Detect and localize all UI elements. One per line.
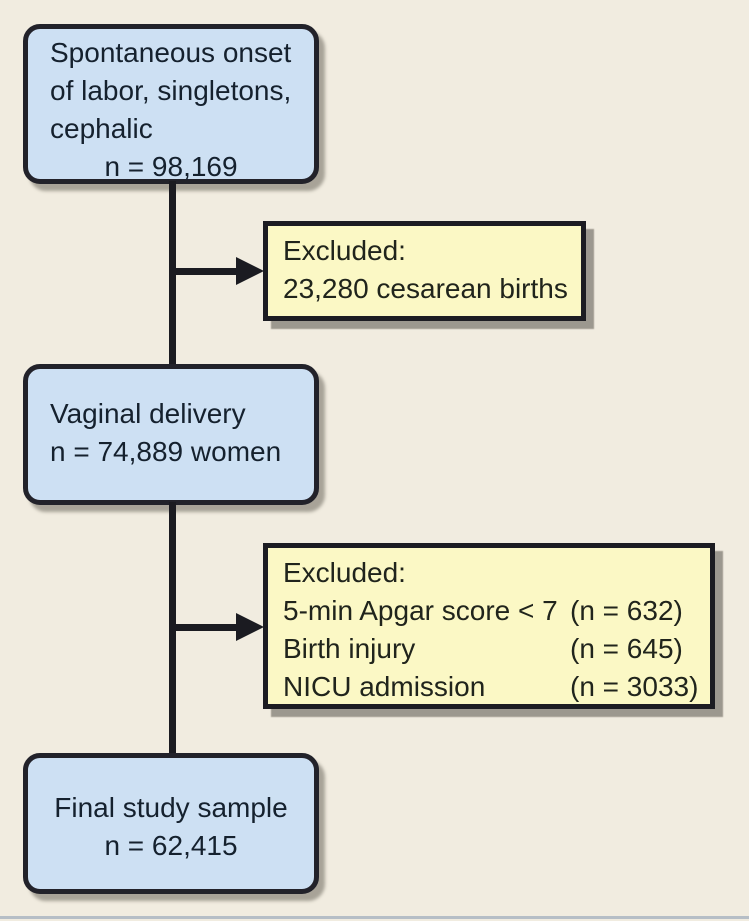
exclusion-box-1-line: 23,280 cesarean births <box>283 273 568 304</box>
population-box-vaginal-delivery: Vaginal delivery n = 74,889 women <box>23 364 319 505</box>
population-box-final-sample-n: n = 62,415 <box>104 830 238 861</box>
population-box-initial-line: cephalic <box>50 113 153 144</box>
exclusion-row-count: (n = 3033) <box>570 671 699 702</box>
population-box-initial-line: of labor, singletons, <box>50 75 292 106</box>
population-box-final-sample-line: Final study sample <box>54 792 288 823</box>
arrow-2-shaft <box>171 624 239 631</box>
exclusion-row-label: 5-min Apgar score < 7 <box>283 595 558 626</box>
exclusion-box-1: Excluded: 23,280 cesarean births <box>263 221 586 321</box>
population-box-initial-n: n = 98,169 <box>104 151 238 182</box>
exclusion-box-1-title: Excluded: <box>283 235 406 266</box>
arrow-2-head-icon <box>236 613 264 641</box>
exclusion-box-2: Excluded: 5-min Apgar score < 7 (n = 632… <box>263 543 715 709</box>
population-box-final-sample: Final study sample n = 62,415 <box>23 753 319 894</box>
exclusion-row-label: NICU admission <box>283 671 486 702</box>
exclusion-row: 5-min Apgar score < 7 (n = 632) <box>283 592 702 630</box>
exclusion-box-2-title: Excluded: <box>283 557 406 588</box>
population-box-vaginal-delivery-line: Vaginal delivery <box>50 398 246 429</box>
exclusion-row: Birth injury (n = 645) <box>283 630 702 668</box>
population-box-vaginal-delivery-n: n = 74,889 women <box>50 436 282 467</box>
exclusion-row-count: (n = 645) <box>570 633 683 664</box>
arrow-1-head-icon <box>236 257 264 285</box>
exclusion-row: NICU admission (n = 3033) <box>283 668 702 706</box>
arrow-1-shaft <box>171 268 239 275</box>
population-box-initial-line: Spontaneous onset <box>50 37 292 68</box>
population-box-initial: Spontaneous onset of labor, singletons, … <box>23 24 319 184</box>
figure-bottom-rule <box>0 916 749 919</box>
exclusion-row-count: (n = 632) <box>570 595 683 626</box>
exclusion-row-label: Birth injury <box>283 633 416 664</box>
